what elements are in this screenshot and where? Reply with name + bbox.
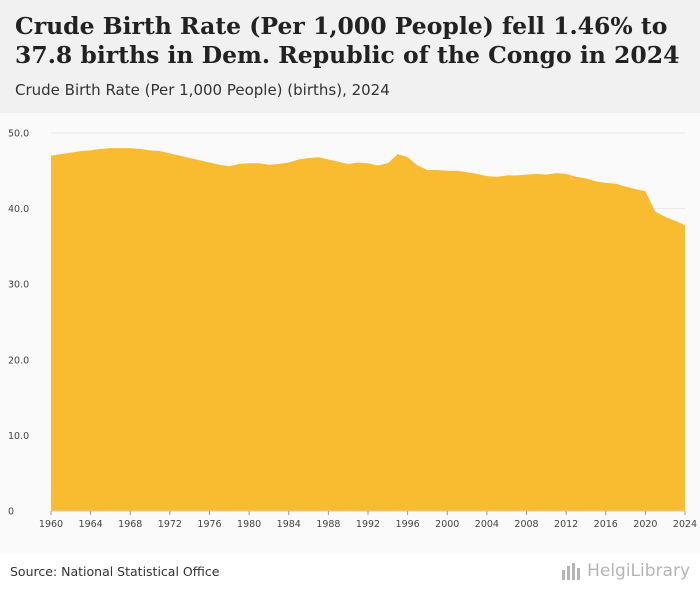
logo-text: HelgiLibrary — [587, 561, 690, 581]
area-chart: 0 10.0 20.0 30.0 40.0 50.0 1960 1964 1968 1972 197… — [8, 129, 697, 531]
y-tick-label: 30.0 — [8, 280, 29, 291]
x-tick-label: 2016 — [594, 519, 618, 530]
helgi-library-logo[interactable]: HelgiLibrary — [561, 561, 690, 581]
x-tick-label: 1992 — [356, 519, 380, 530]
header: Crude Birth Rate (Per 1,000 People) fell… — [0, 0, 700, 113]
x-tick-label: 2008 — [514, 519, 538, 530]
x-tick-label: 1980 — [237, 519, 261, 530]
x-tick-label: 2000 — [435, 519, 459, 530]
x-tick-label: 2020 — [633, 519, 657, 530]
source-note: Source: National Statistical Office — [10, 564, 220, 579]
x-tick-label: 2012 — [554, 519, 578, 530]
y-tick-label: 40.0 — [8, 204, 29, 215]
x-tick-label: 1968 — [118, 519, 142, 530]
chart-subtitle: Crude Birth Rate (Per 1,000 People) (bir… — [15, 81, 390, 99]
bar-chart-icon — [562, 563, 581, 580]
chart-title: Crude Birth Rate (Per 1,000 People) fell… — [15, 12, 680, 69]
x-tick-label: 1964 — [79, 519, 103, 530]
y-tick-label: 0 — [8, 507, 14, 518]
chart-area: 0 10.0 20.0 30.0 40.0 50.0 1960 1964 1968 1972 197… — [0, 113, 700, 553]
x-tick-label: 1960 — [39, 519, 63, 530]
x-tick-label: 1972 — [158, 519, 182, 530]
x-tick-label: 2004 — [475, 519, 499, 530]
x-tick-label: 1976 — [197, 519, 221, 530]
x-tick-label: 1988 — [316, 519, 340, 530]
x-tick-label: 1984 — [277, 519, 301, 530]
y-tick-label: 20.0 — [8, 355, 29, 366]
x-tick-label: 2024 — [673, 519, 697, 530]
x-tick-label: 1996 — [396, 519, 420, 530]
y-tick-label: 10.0 — [8, 431, 29, 442]
area-series — [51, 148, 685, 511]
y-tick-label: 50.0 — [8, 129, 29, 140]
